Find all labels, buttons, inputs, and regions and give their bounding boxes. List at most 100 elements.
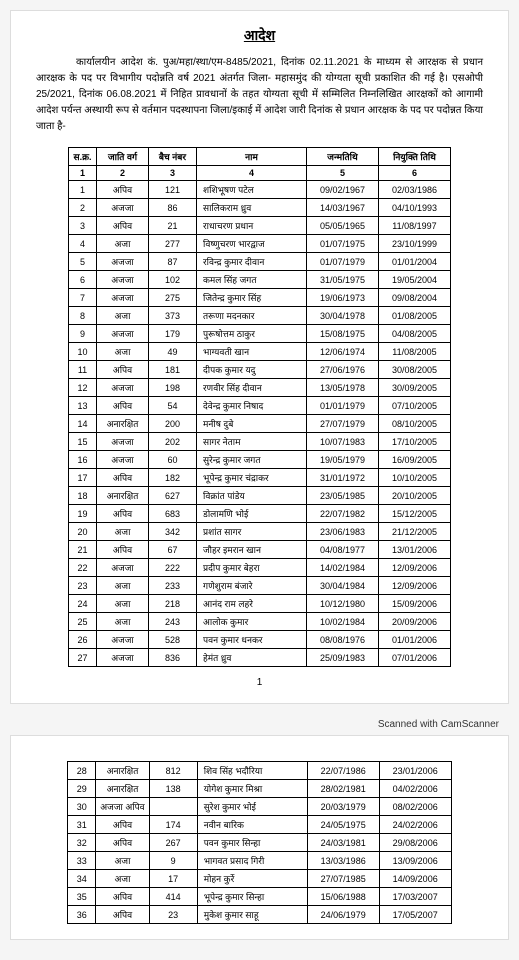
table-row: 21अपिव67जौहर इमरान खान04/08/197713/01/20…	[69, 541, 451, 559]
table-cell: 27/06/1976	[307, 361, 379, 379]
table-cell: 267	[149, 834, 197, 852]
table-cell: पवन कुमार सिन्हा	[197, 834, 307, 852]
table-row: 19अपिव683डोलामणि भोई22/07/198215/12/2005	[69, 505, 451, 523]
table-cell: 182	[149, 469, 197, 487]
sub-2: 2	[97, 166, 149, 181]
table-cell: तरूणा मदनकार	[197, 307, 307, 325]
table-cell: 04/08/2005	[379, 325, 451, 343]
table-cell: 01/07/1975	[307, 235, 379, 253]
table-cell: अपिव	[97, 217, 149, 235]
table-cell: अपिव	[97, 181, 149, 199]
table-cell: अपिव	[96, 816, 149, 834]
table-cell: 09/08/2004	[379, 289, 451, 307]
table-cell: 836	[149, 649, 197, 667]
table-cell: 67	[149, 541, 197, 559]
table-row: 25अजा243आलोक कुमार10/02/198420/09/2006	[69, 613, 451, 631]
table-cell: 200	[149, 415, 197, 433]
table-cell: अजजा अपिव	[96, 798, 149, 816]
table-cell: अजजा	[97, 289, 149, 307]
table-cell: 20	[69, 523, 97, 541]
table-cell: अपिव	[96, 906, 149, 924]
table-cell: 11/08/2005	[379, 343, 451, 361]
table-cell: 11/08/1997	[379, 217, 451, 235]
col-name: नाम	[197, 148, 307, 166]
table-cell: 19/05/1979	[307, 451, 379, 469]
table-cell: 23	[149, 906, 197, 924]
table-cell: 373	[149, 307, 197, 325]
table-cell: 05/05/1965	[307, 217, 379, 235]
table-cell: 16/09/2005	[379, 451, 451, 469]
table-cell: पुरूषोत्तम ठाकुर	[197, 325, 307, 343]
table-cell: भूपेन्द्र कुमार चंद्राकर	[197, 469, 307, 487]
table-cell: 12	[69, 379, 97, 397]
table-cell: 28/02/1981	[307, 780, 379, 798]
table-cell: 233	[149, 577, 197, 595]
doc-title: आदेश	[36, 26, 483, 45]
table-cell: अजजा	[97, 379, 149, 397]
table-cell: 10	[69, 343, 97, 361]
table-cell: अजजा	[97, 271, 149, 289]
table-row: 35अपिव414भूपेन्द्र कुमार सिन्हा15/06/198…	[68, 888, 451, 906]
table-cell: 18	[69, 487, 97, 505]
table-cell: सुरेन्द्र कुमार जगत	[197, 451, 307, 469]
page-number: 1	[36, 677, 483, 688]
table-cell: भाग्यवती खान	[197, 343, 307, 361]
table-cell: शशिभूषण पटेल	[197, 181, 307, 199]
table-row: 11अपिव181दीपक कुमार यदु27/06/197630/08/2…	[69, 361, 451, 379]
table-cell: 23/10/1999	[379, 235, 451, 253]
table-cell: 04/08/1977	[307, 541, 379, 559]
table-cell: अजा	[97, 577, 149, 595]
table-cell: 528	[149, 631, 197, 649]
table-cell: सालिकराम ध्रुव	[197, 199, 307, 217]
table-cell: 31	[68, 816, 96, 834]
table-row: 10अजा49भाग्यवती खान12/06/197411/08/2005	[69, 343, 451, 361]
table-cell: 218	[149, 595, 197, 613]
table-cell: 07/10/2005	[379, 397, 451, 415]
table-cell: 30/08/2005	[379, 361, 451, 379]
table-cell: 14/09/2006	[379, 870, 451, 888]
table-cell: 33	[68, 852, 96, 870]
table-row: 16अजजा60सुरेन्द्र कुमार जगत19/05/197916/…	[69, 451, 451, 469]
table-cell: 22	[69, 559, 97, 577]
table-cell: 275	[149, 289, 197, 307]
table-cell: 14	[69, 415, 97, 433]
table-cell: अनारक्षित	[97, 487, 149, 505]
table-cell: सागर नेताम	[197, 433, 307, 451]
table-row: 31अपिव174नवीन बारिक24/05/197524/02/2006	[68, 816, 451, 834]
sub-1: 1	[69, 166, 97, 181]
table-cell: 01/08/2005	[379, 307, 451, 325]
table-row: 4अजा277विष्णुचरण भारद्वाज01/07/197523/10…	[69, 235, 451, 253]
table-cell: 121	[149, 181, 197, 199]
table-cell: अपिव	[97, 361, 149, 379]
table-cell: 198	[149, 379, 197, 397]
table-cell: 17	[149, 870, 197, 888]
table-subheader-row: 1 2 3 4 5 6	[69, 166, 451, 181]
col-batch: बैच नंबर	[149, 148, 197, 166]
table-cell: नवीन बारिक	[197, 816, 307, 834]
table-cell: अजा	[97, 523, 149, 541]
table-cell: अपिव	[97, 505, 149, 523]
table-cell: 17	[69, 469, 97, 487]
table-row: 24अजा218आनंद राम लहरे10/12/198015/09/200…	[69, 595, 451, 613]
table-cell: 15/08/1975	[307, 325, 379, 343]
table-cell: 24/03/1981	[307, 834, 379, 852]
table-cell: अपिव	[97, 397, 149, 415]
table-cell: 35	[68, 888, 96, 906]
table-cell: अजा	[97, 595, 149, 613]
table-cell: 01/01/2006	[379, 631, 451, 649]
table-cell: 87	[149, 253, 197, 271]
table-cell: 15/06/1988	[307, 888, 379, 906]
table-cell: 179	[149, 325, 197, 343]
table-cell: 24/06/1979	[307, 906, 379, 924]
table-cell: 812	[149, 762, 197, 780]
table-cell: 22/07/1982	[307, 505, 379, 523]
table-row: 29अनारक्षित138योगेश कुमार मिश्रा28/02/19…	[68, 780, 451, 798]
table-row: 18अनारक्षित627विक्रांत पांडेय23/05/19852…	[69, 487, 451, 505]
table-row: 1अपिव121शशिभूषण पटेल09/02/196702/03/1986	[69, 181, 451, 199]
table-cell: 02/03/1986	[379, 181, 451, 199]
table-cell: 21/12/2005	[379, 523, 451, 541]
table-cell: कमल सिंह जगत	[197, 271, 307, 289]
table-cell: 17/05/2007	[379, 906, 451, 924]
table-cell: 13/05/1978	[307, 379, 379, 397]
table-cell: 20/10/2005	[379, 487, 451, 505]
